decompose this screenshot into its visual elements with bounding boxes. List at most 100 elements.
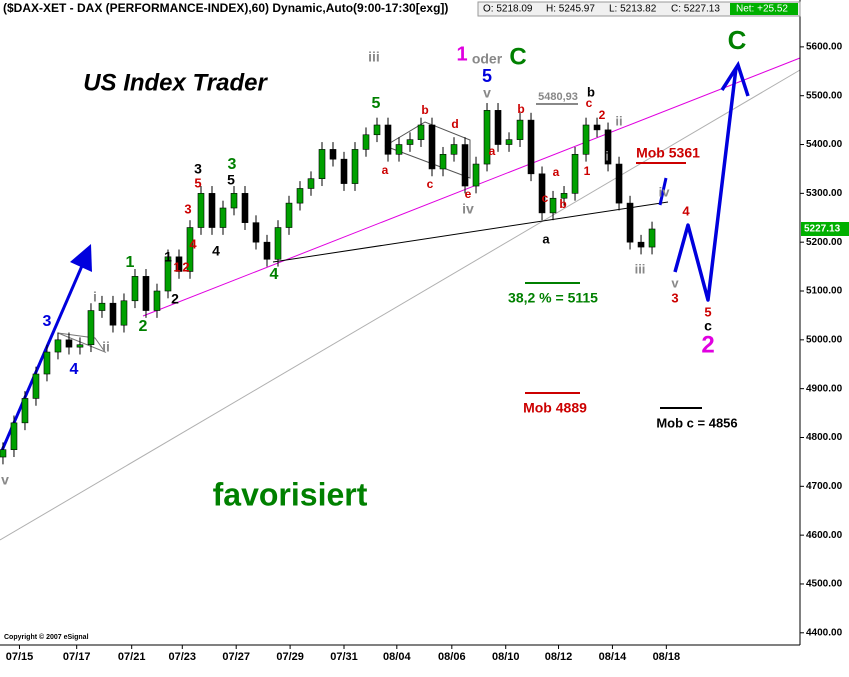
candle-body	[43, 351, 51, 375]
x-tick-label: 08/10	[492, 651, 520, 663]
candle-body	[131, 276, 139, 302]
y-tick-label: 5100.00	[806, 286, 843, 297]
candle-body	[329, 149, 337, 160]
y-tick-label: 4900.00	[806, 383, 843, 394]
y-tick-label: 4600.00	[806, 530, 843, 541]
y-tick-label: 5400.00	[806, 139, 843, 150]
annotation: iii	[635, 261, 646, 276]
annotation: 3	[671, 290, 678, 305]
annotation: oder	[472, 51, 503, 67]
candle-body	[362, 134, 370, 150]
candle-body	[252, 222, 260, 243]
annotation: a	[553, 165, 560, 179]
candle-body	[285, 202, 293, 228]
annotation: 4	[189, 236, 197, 251]
annotation: 4	[682, 203, 690, 218]
annotation: c	[704, 318, 712, 334]
arrow	[658, 177, 668, 206]
y-tick-label: 5200.00	[806, 237, 843, 248]
candle-body	[197, 193, 205, 228]
candle-body	[428, 124, 436, 170]
projection	[673, 67, 738, 302]
close: C: 5227.13	[671, 4, 720, 15]
annotation: ii	[615, 113, 622, 128]
x-tick-label: 07/31	[330, 651, 358, 663]
candle-body	[626, 202, 634, 243]
annotation: a	[382, 163, 389, 177]
y-tick-label: 5300.00	[806, 188, 843, 199]
annotation: a	[489, 144, 496, 158]
annotation: v	[671, 275, 679, 290]
candle-body	[549, 197, 557, 214]
y-tick-label: 5500.00	[806, 90, 843, 101]
candle-body	[494, 110, 502, 145]
candle-body	[417, 124, 425, 140]
candle-body	[109, 302, 117, 326]
arrow-head	[70, 244, 92, 272]
annotation: 5	[704, 304, 711, 319]
candle-body	[406, 139, 414, 145]
annotation: d	[451, 117, 458, 131]
net-box	[730, 3, 798, 15]
x-tick-label: 07/17	[63, 651, 91, 663]
x-tick-label: 07/23	[169, 651, 197, 663]
candle-body	[0, 449, 7, 458]
annotation: b	[559, 197, 566, 211]
annotation: b	[421, 103, 428, 117]
candle-body	[571, 153, 579, 194]
candle-body	[483, 110, 491, 165]
candle-body	[219, 207, 227, 228]
x-tick-label: 08/04	[383, 651, 411, 663]
candle-body	[340, 158, 348, 184]
y-tick-label: 5000.00	[806, 334, 843, 345]
annotation: a	[542, 231, 550, 246]
trend-line	[272, 201, 669, 263]
annotation: i	[93, 289, 97, 305]
annotation: C	[509, 43, 526, 70]
candle-body	[307, 178, 315, 189]
candle-body	[604, 129, 612, 165]
x-tick-label: 07/15	[6, 651, 34, 663]
candle-body	[527, 119, 535, 175]
candle-body	[230, 193, 238, 209]
candle-body	[648, 228, 656, 248]
candle-body	[186, 227, 194, 272]
candle-body	[76, 344, 84, 348]
high: H: 5245.97	[546, 4, 595, 15]
candle-body	[505, 139, 513, 145]
annotation: 2	[599, 108, 606, 122]
candle-body	[318, 149, 326, 180]
y-tick-label: 4400.00	[806, 627, 843, 638]
annotation: 3	[184, 201, 191, 216]
annotation: 1	[584, 164, 591, 178]
candle-body	[351, 149, 359, 184]
candle-body	[32, 373, 40, 399]
candle-body	[384, 124, 392, 155]
candle-body	[164, 256, 172, 292]
annotation: 4	[70, 361, 79, 378]
annotation: e	[465, 187, 472, 201]
y-tick-label: 4700.00	[806, 481, 843, 492]
candle-body	[450, 144, 458, 155]
candle-body	[274, 227, 282, 260]
annotation: 3	[228, 156, 237, 173]
annotation: c	[427, 177, 434, 191]
annotation: Mob 4889	[523, 400, 587, 416]
candle-body	[120, 300, 128, 326]
trend-line	[0, 69, 801, 541]
annotation: 1	[126, 254, 135, 271]
annotation: iii	[368, 49, 380, 65]
candle-body	[153, 290, 161, 311]
candle-body	[516, 119, 524, 140]
y-tick-label: 4500.00	[806, 579, 843, 590]
annotation: b	[587, 84, 595, 99]
candle-body	[21, 398, 29, 424]
annotation: C	[728, 25, 747, 55]
candle-body	[296, 188, 304, 204]
candle-body	[373, 124, 381, 136]
annotation: i	[605, 148, 609, 163]
annotation: 1	[456, 43, 467, 65]
x-tick-label: 08/12	[545, 651, 573, 663]
annotation: 2	[701, 331, 714, 358]
